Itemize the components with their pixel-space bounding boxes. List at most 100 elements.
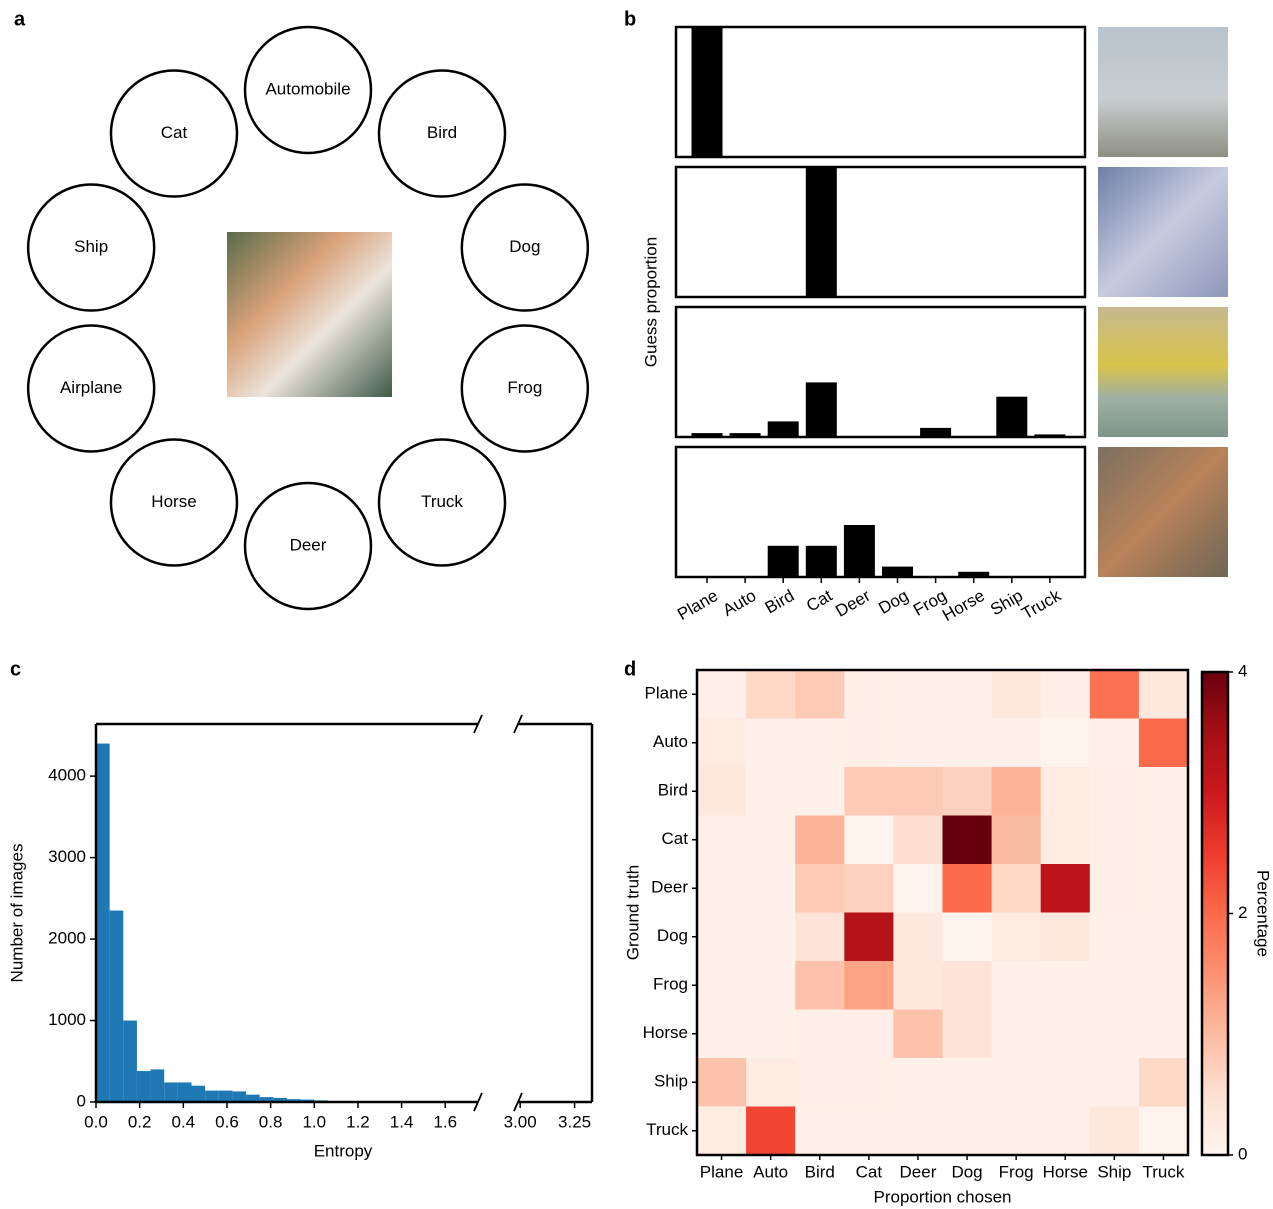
heatmap-cell [992,913,1042,962]
x-tick-label: Deer [900,1162,937,1181]
x-tick-label: Horse [1043,1162,1088,1181]
heatmap-cell [1090,1010,1140,1059]
heatmap-cell [1139,864,1189,913]
heatmap-cell [1090,767,1140,816]
x-axis-label: Entropy [314,1141,373,1160]
heatmap-cell [943,670,993,719]
heatmap-cell [697,719,747,768]
option-label: Cat [161,123,188,142]
heatmap-cell [795,719,845,768]
heatmap-cell [1090,816,1140,865]
heatmap-cell [1041,719,1091,768]
heatmap-cell [893,1107,943,1156]
heatmap-cell [746,961,796,1010]
y-tick-label: 1000 [48,1010,86,1029]
x-tick-label: 0.8 [259,1112,283,1131]
bar [920,428,951,437]
y-tick-label: Cat [662,829,689,848]
heatmap-cell [992,864,1042,913]
heatmap-cell [844,816,894,865]
heatmap-cell [1139,1058,1189,1107]
y-tick-label: Horse [643,1023,688,1042]
x-tick-label: Plane [700,1162,743,1181]
heatmap-cell [1139,913,1189,962]
heatmap-cell [1041,816,1091,865]
heatmap-cell [992,961,1042,1010]
colorbar-tick-label: 2 [1238,903,1247,922]
bar [806,382,837,437]
heatmap-cell [795,961,845,1010]
heatmap-cell [844,670,894,719]
heatmap-cell [844,961,894,1010]
y-tick-label: 2000 [48,929,86,948]
heatmap-cell [746,913,796,962]
x-tick-label: Dog [875,586,912,618]
heatmap-cell [943,913,993,962]
heatmap-cell [1090,961,1140,1010]
figure: a b c d AutomobileBirdDogFrogTruckDeerHo… [0,0,1273,1209]
heatmap-cell [697,864,747,913]
heatmap-cell [844,1010,894,1059]
heatmap-cell [1041,913,1091,962]
histogram-bar [232,1091,246,1102]
heatmap-cell [893,816,943,865]
x-tick-label: Bird [805,1162,835,1181]
heatmap-cell [1139,670,1189,719]
x-tick-label: 0.4 [171,1112,195,1131]
heatmap-cell [893,1058,943,1107]
heatmap-cell [697,961,747,1010]
heatmap-cell [943,1010,993,1059]
x-tick-label: Frog [999,1162,1034,1181]
x-tick-label: 1.6 [433,1112,457,1131]
heatmap-cell [943,816,993,865]
y-tick-label: Truck [646,1120,688,1139]
x-tick-label: Auto [720,586,760,620]
x-tick-label: Ship [987,586,1026,619]
axes-frame [676,27,1085,157]
x-tick-label: Cat [856,1162,883,1181]
y-tick-label: Dog [657,926,688,945]
heatmap-cell [697,1010,747,1059]
heatmap-cell [1139,961,1189,1010]
y-tick-label: Bird [658,781,688,800]
heatmap-cell [1090,719,1140,768]
bar [692,27,723,157]
heatmap-cell [697,1107,747,1156]
axes-frame [676,167,1085,297]
option-label: Automobile [265,79,350,98]
heatmap-cell [746,1107,796,1156]
heatmap-cell [795,816,845,865]
heatmap-cell [844,913,894,962]
histogram-bar [123,1021,137,1102]
x-tick-label: 1.0 [302,1112,326,1131]
y-axis-label: Number of images [7,844,26,983]
heatmap-cell [992,816,1042,865]
heatmap-cell [992,719,1042,768]
heatmap-cell [795,1107,845,1156]
heatmap-cell [697,767,747,816]
example-image [1098,447,1228,577]
x-tick-label: 0.0 [84,1112,108,1131]
colorbar-tick-label: 4 [1238,661,1247,680]
panel-label: b [624,8,636,30]
y-tick-label: Ship [654,1072,688,1091]
heatmap-cell [746,670,796,719]
heatmap-cell [746,864,796,913]
x-tick-label: 0.2 [128,1112,152,1131]
option-label: Airplane [60,378,122,397]
heatmap-cell [844,864,894,913]
histogram-bar [110,911,124,1102]
heatmap-cell [943,767,993,816]
heatmap-cell [1090,913,1140,962]
heatmap-cell [992,767,1042,816]
option-label: Horse [151,492,196,511]
heatmap-cell [746,816,796,865]
heatmap-cell [746,767,796,816]
option-label: Deer [290,535,327,554]
heatmap-cell [893,961,943,1010]
heatmap-cell [844,767,894,816]
y-tick-label: Frog [653,975,688,994]
heatmap-cell [795,864,845,913]
x-tick-label: Auto [753,1162,788,1181]
option-label: Ship [74,237,108,256]
